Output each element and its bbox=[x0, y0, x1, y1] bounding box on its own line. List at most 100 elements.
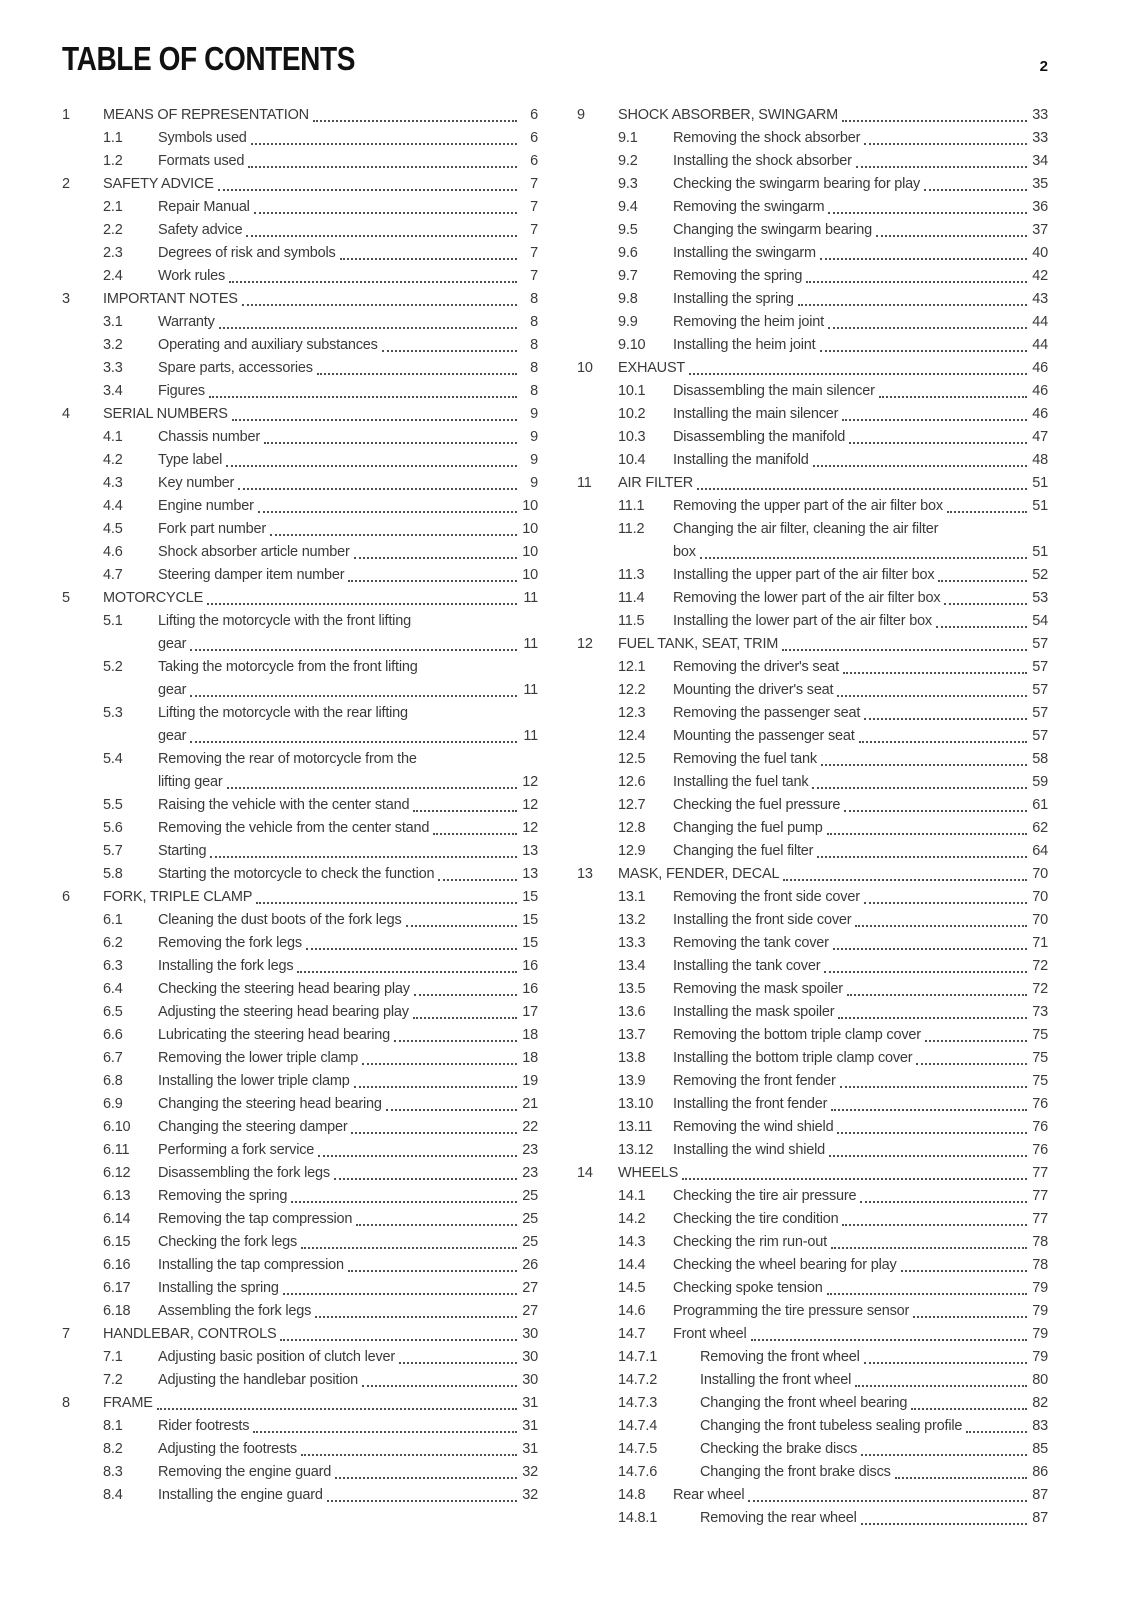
toc-entry: 14.7.5 Checking the brake discs 85 bbox=[577, 1438, 1048, 1461]
toc-entry-line: Removing the lower triple clamp 18 bbox=[158, 1047, 538, 1070]
toc-entry-body: AIR FILTER 51 bbox=[618, 472, 1048, 495]
toc-entry-title: MOTORCYCLE bbox=[103, 589, 204, 606]
toc-entry-title: Starting bbox=[158, 842, 207, 859]
toc-entry-number: 4.4 bbox=[103, 497, 123, 514]
toc-entry-page: 7 bbox=[530, 198, 538, 215]
toc-entry-title: Removing the driver's seat bbox=[673, 658, 840, 675]
toc-entry-body: Fork part number 10 bbox=[158, 518, 538, 541]
toc-entry: 4.5 Fork part number 10 bbox=[62, 518, 538, 541]
toc-entry-line: Key number 9 bbox=[158, 472, 538, 495]
toc-entry-number: 14.4 bbox=[618, 1256, 646, 1273]
toc-entry-number: 9.4 bbox=[618, 198, 638, 215]
toc-entry-body: Warranty 8 bbox=[158, 311, 538, 334]
toc-entry-line: Steering damper item number 10 bbox=[158, 564, 538, 587]
toc-entry-number: 4.1 bbox=[103, 428, 123, 445]
toc-entry-title: Operating and auxiliary substances bbox=[158, 336, 378, 353]
toc-entry-number: 6.6 bbox=[103, 1026, 123, 1043]
toc-entry-body: Removing the mask spoiler 72 bbox=[673, 978, 1048, 1001]
toc-entry-title: Removing the fuel tank bbox=[673, 750, 817, 767]
dot-leader bbox=[351, 1116, 517, 1134]
toc-entry-number: 6.16 bbox=[103, 1256, 131, 1273]
toc-entry-page: 19 bbox=[522, 1072, 538, 1089]
toc-entry-title: Checking the fuel pressure bbox=[673, 796, 841, 813]
toc-entry: 13.11 Removing the wind shield 76 bbox=[577, 1116, 1048, 1139]
toc-entry-line: Adjusting basic position of clutch lever… bbox=[158, 1346, 538, 1369]
toc-entry: 13.10 Installing the front fender 76 bbox=[577, 1093, 1048, 1116]
toc-entry-page: 85 bbox=[1032, 1440, 1048, 1457]
toc-entry: 7.1 Adjusting basic position of clutch le… bbox=[62, 1346, 538, 1369]
toc-entry-number: 5.1 bbox=[103, 612, 123, 629]
toc-entry-body: Changing the front wheel bearing 82 bbox=[700, 1392, 1048, 1415]
toc-entry-title: Degrees of risk and symbols bbox=[158, 244, 336, 261]
toc-entry-title: Installing the spring bbox=[673, 290, 794, 307]
toc-entry-body: Performing a fork service 23 bbox=[158, 1139, 538, 1162]
toc-entry-body: Installing the front fender 76 bbox=[673, 1093, 1048, 1116]
toc-entry-line: Symbols used 6 bbox=[158, 127, 538, 150]
toc-entry-body: Removing the front wheel 79 bbox=[700, 1346, 1048, 1369]
dot-leader bbox=[333, 1162, 517, 1180]
toc-entry-page: 78 bbox=[1032, 1233, 1048, 1250]
toc-entry-body: Removing the fuel tank 58 bbox=[673, 748, 1048, 771]
toc-entry-body: Installing the tap compression 26 bbox=[158, 1254, 538, 1277]
toc-entry-title: Changing the front brake discs bbox=[700, 1463, 891, 1480]
toc-entry-title: Repair Manual bbox=[158, 198, 250, 215]
toc-entry: 13.12 Installing the wind shield 76 bbox=[577, 1139, 1048, 1162]
toc-entry-title: Checking the rim run-out bbox=[673, 1233, 827, 1250]
toc-entry-number: 9.2 bbox=[618, 152, 638, 169]
toc-entry: 9.2 Installing the shock absorber 34 bbox=[577, 150, 1048, 173]
toc-entry-line: SERIAL NUMBERS 9 bbox=[103, 403, 538, 426]
toc-entry-page: 44 bbox=[1032, 336, 1048, 353]
toc-entry: 8.4 Installing the engine guard 32 bbox=[62, 1484, 538, 1507]
page-number: 2 bbox=[1039, 57, 1048, 75]
dot-leader bbox=[318, 1139, 517, 1157]
toc-entry-line: Checking the tire condition 77 bbox=[673, 1208, 1048, 1231]
toc-entry-body: Changing the front tubeless sealing prof… bbox=[700, 1415, 1048, 1438]
dot-leader bbox=[839, 1070, 1027, 1088]
toc-entry-title: Installing the fuel tank bbox=[673, 773, 809, 790]
toc-entry-line: Removing the vehicle from the center sta… bbox=[158, 817, 538, 840]
toc-entry-line: Installing the front side cover 70 bbox=[673, 909, 1048, 932]
toc-entry-line: Installing the front wheel 80 bbox=[700, 1369, 1048, 1392]
toc-entry-line: HANDLEBAR, CONTROLS 30 bbox=[103, 1323, 538, 1346]
toc-entry-title: Installing the shock absorber bbox=[673, 152, 852, 169]
toc-entry: 3.1 Warranty 8 bbox=[62, 311, 538, 334]
toc-entry-body: Chassis number 9 bbox=[158, 426, 538, 449]
toc-entry: 14 WHEELS 77 bbox=[577, 1162, 1048, 1185]
toc-entry-title: Installing the wind shield bbox=[673, 1141, 825, 1158]
toc-entry-number: 8.1 bbox=[103, 1417, 123, 1434]
toc-entry-line: Removing the fuel tank 58 bbox=[673, 748, 1048, 771]
toc-entry: 9.7 Removing the spring 42 bbox=[577, 265, 1048, 288]
dot-leader bbox=[257, 495, 517, 513]
toc-entry-title: Installing the mask spoiler bbox=[673, 1003, 835, 1020]
toc-entry-number: 13.9 bbox=[618, 1072, 646, 1089]
toc-entry-page: 57 bbox=[1032, 727, 1048, 744]
dot-leader bbox=[256, 886, 517, 904]
toc-entry-body: Removing the rear of motorcycle from the… bbox=[158, 748, 538, 794]
toc-entry-page: 31 bbox=[522, 1417, 538, 1434]
dot-leader bbox=[231, 403, 517, 421]
toc-entry-page: 15 bbox=[522, 934, 538, 951]
toc-entry-page: 12 bbox=[522, 819, 538, 836]
toc-entry-number: 8.2 bbox=[103, 1440, 123, 1457]
toc-entry-body: FRAME 31 bbox=[103, 1392, 538, 1415]
dot-leader bbox=[413, 978, 517, 996]
toc-entry-page: 12 bbox=[522, 796, 538, 813]
toc-entry-page: 7 bbox=[530, 267, 538, 284]
toc-entry-body: Installing the upper part of the air fil… bbox=[673, 564, 1048, 587]
toc-entry-body: Installing the wind shield 76 bbox=[673, 1139, 1048, 1162]
toc-entry-number: 1 bbox=[62, 106, 70, 123]
toc-entry-page: 10 bbox=[522, 497, 538, 514]
toc-entry-title: Checking the fork legs bbox=[158, 1233, 298, 1250]
toc-entry-body: Rear wheel 87 bbox=[673, 1484, 1048, 1507]
toc-entry-line: Removing the rear wheel 87 bbox=[700, 1507, 1048, 1530]
toc-entry: 6.3 Installing the fork legs 16 bbox=[62, 955, 538, 978]
toc-entry: 14.6 Programming the tire pressure sensor… bbox=[577, 1300, 1048, 1323]
toc-entry-page: 77 bbox=[1032, 1164, 1048, 1181]
toc-entry-number: 7.2 bbox=[103, 1371, 123, 1388]
toc-entry-title: Installing the tank cover bbox=[673, 957, 821, 974]
toc-entry-line: Changing the fuel filter 64 bbox=[673, 840, 1048, 863]
dot-leader bbox=[936, 610, 1027, 628]
toc-entry-number: 2 bbox=[62, 175, 70, 192]
toc-entry-number: 9.6 bbox=[618, 244, 638, 261]
dot-leader bbox=[842, 403, 1027, 421]
